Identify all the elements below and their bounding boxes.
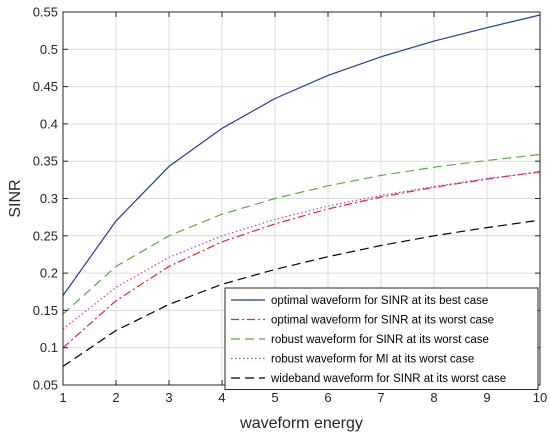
y-axis-label: SINR [7,179,24,217]
series-line-2 [62,171,541,349]
y-tick-label: 0.45 [33,79,58,94]
legend-entry-label: wideband waveform for SINR at its worst … [270,373,506,385]
y-tick-label: 0.05 [33,378,58,393]
series-line-3 [62,153,541,315]
x-tick-label: 6 [324,390,331,405]
series-line-4 [62,171,541,330]
x-axis-label: waveform energy [239,415,363,432]
x-tick-label: 2 [112,390,119,405]
y-tick-label: 0.2 [40,266,58,281]
series-lines [62,14,541,367]
y-tick-label: 0.15 [33,303,58,318]
x-tick-label: 10 [533,390,547,405]
y-tick-label: 0.25 [33,228,58,243]
x-tick-label: 4 [218,390,225,405]
y-tick-label: 0.4 [40,116,58,131]
y-tick-label: 0.1 [40,340,58,355]
x-tick-label: 3 [165,390,172,405]
axis-ticks: 1 2 3 4 5 6 7 8 9 10 0.05 0.1 0.15 0.2 0.25 0.3 0.35 0.4 0… [33,5,548,406]
legend-box [224,287,539,390]
legend-entry-label: robust waveform for MI at its worst case [271,354,474,366]
y-tick-label: 0.55 [33,5,58,20]
legend-entry-label: optimal waveform for SINR at its worst c… [271,315,494,327]
x-tick-label: 1 [59,390,66,405]
legend: optimal waveform for SINR at its best ca… [224,287,539,390]
legend-entry-label: robust waveform for SINR at its worst ca… [271,334,489,346]
y-tick-label: 0.5 [40,42,58,57]
legend-entry-label: optimal waveform for SINR at its best ca… [271,295,488,307]
series-line-1 [62,14,541,296]
series-line-5 [62,219,541,367]
x-tick-label: 5 [271,390,278,405]
x-tick-label: 7 [377,390,384,405]
y-tick-label: 0.3 [40,191,58,206]
x-tick-label: 8 [430,390,437,405]
x-tick-label: 9 [483,390,490,405]
y-tick-label: 0.35 [33,154,58,169]
